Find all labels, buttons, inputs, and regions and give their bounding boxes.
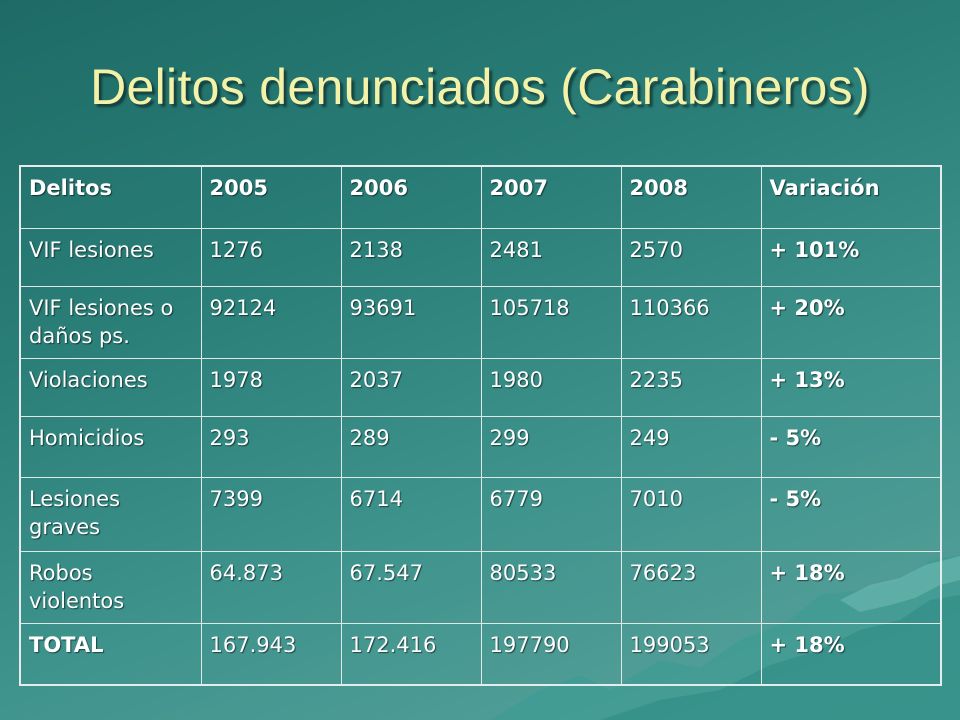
header-cell: 2007 [480, 165, 622, 229]
table-cell: VIF lesiones o daños ps. [19, 285, 202, 359]
table-cell: 80533 [480, 550, 622, 624]
table-row: VIF lesiones o daños ps. 92124 93691 105… [19, 285, 942, 359]
table-cell: 67.547 [340, 550, 482, 624]
table-cell: Homicidios [19, 415, 202, 478]
table-cell: 249 [620, 415, 762, 478]
table-cell: 7399 [200, 476, 342, 552]
table-total-row: TOTAL 167.943 172.416 197790 199053 + 18… [19, 622, 942, 686]
variation-cell: + 18% [760, 550, 942, 624]
table-cell: 1276 [200, 227, 342, 287]
variation-cell: + 13% [760, 357, 942, 417]
table-cell: 199053 [620, 622, 762, 686]
table-cell: 167.943 [200, 622, 342, 686]
table-cell: 289 [340, 415, 482, 478]
table-cell: Robos violentos [19, 550, 202, 624]
table-header-row: Delitos 2005 2006 2007 2008 Variación [19, 165, 942, 229]
table-row: VIF lesiones 1276 2138 2481 2570 + 101% [19, 227, 942, 287]
table-cell: 2570 [620, 227, 762, 287]
table-cell: 105718 [480, 285, 622, 359]
table-cell: 2037 [340, 357, 482, 417]
table-cell: 93691 [340, 285, 482, 359]
table-cell: Violaciones [19, 357, 202, 417]
table-cell: 1980 [480, 357, 622, 417]
table-row: Lesiones graves 7399 6714 6779 7010 - 5% [19, 476, 942, 552]
table-cell: 64.873 [200, 550, 342, 624]
table-cell: Lesiones graves [19, 476, 202, 552]
slide-title: Delitos denunciados (Carabineros) [90, 59, 870, 115]
table-cell: 6714 [340, 476, 482, 552]
variation-cell: - 5% [760, 415, 942, 478]
table-row: Homicidios 293 289 299 249 - 5% [19, 415, 942, 478]
header-cell: Delitos [19, 165, 202, 229]
variation-cell: + 20% [760, 285, 942, 359]
variation-cell: - 5% [760, 476, 942, 552]
table-cell: VIF lesiones [19, 227, 202, 287]
variation-cell: + 101% [760, 227, 942, 287]
table-cell: 299 [480, 415, 622, 478]
table-cell: 6779 [480, 476, 622, 552]
header-cell: 2006 [340, 165, 482, 229]
table-cell: 76623 [620, 550, 762, 624]
table-cell: 197790 [480, 622, 622, 686]
table-cell: 7010 [620, 476, 762, 552]
header-cell: 2008 [620, 165, 762, 229]
variation-cell: + 18% [760, 622, 942, 686]
table-row: Violaciones 1978 2037 1980 2235 + 13% [19, 357, 942, 417]
table-cell: 293 [200, 415, 342, 478]
table-cell: 110366 [620, 285, 762, 359]
table-cell: 92124 [200, 285, 342, 359]
table-cell: 1978 [200, 357, 342, 417]
header-cell: Variación [760, 165, 942, 229]
header-cell: 2005 [200, 165, 342, 229]
table-row: Robos violentos 64.873 67.547 80533 7662… [19, 550, 942, 624]
table-cell: 2235 [620, 357, 762, 417]
table-cell: 172.416 [340, 622, 482, 686]
table-cell: 2138 [340, 227, 482, 287]
table-cell: 2481 [480, 227, 622, 287]
crimes-table: Delitos 2005 2006 2007 2008 Variación VI… [19, 165, 942, 686]
total-label-cell: TOTAL [19, 622, 202, 686]
